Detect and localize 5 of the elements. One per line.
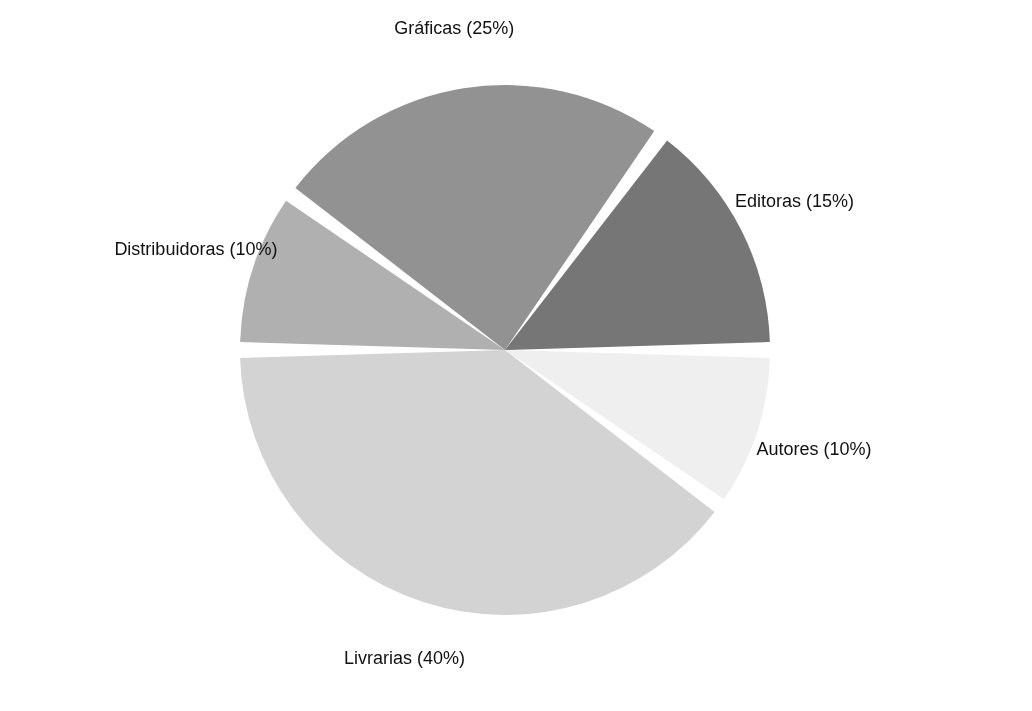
slice-label: Autores (10%) [756, 439, 872, 460]
slice-label: Livrarias (40%) [344, 648, 466, 669]
slice-label: Distribuidoras (10%) [114, 238, 278, 259]
slice-label: Editoras (15%) [735, 191, 855, 212]
slice-label: Gráficas (25%) [394, 18, 515, 38]
